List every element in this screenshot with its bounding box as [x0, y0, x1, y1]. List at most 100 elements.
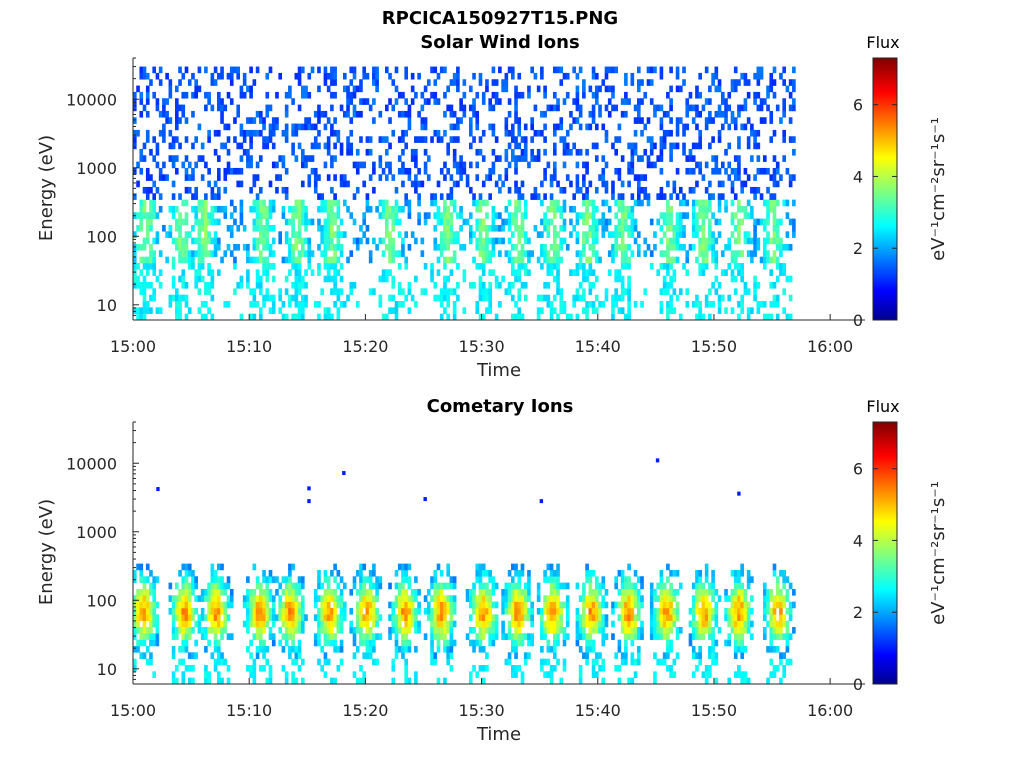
flux-cell — [582, 269, 586, 276]
flux-cell — [523, 237, 528, 245]
flux-cell — [213, 601, 218, 609]
flux-cell — [775, 620, 780, 628]
flux-cell — [384, 161, 389, 169]
flux-cell — [149, 186, 153, 194]
flux-cell — [323, 79, 328, 86]
flux-cell — [727, 607, 732, 615]
flux-cell — [326, 117, 331, 124]
flux-cell — [536, 307, 541, 314]
flux-cell — [236, 104, 241, 112]
flux-cell — [468, 224, 473, 232]
flux-cell — [446, 620, 450, 628]
flux-cell — [317, 576, 321, 583]
flux-cell — [443, 645, 447, 653]
flux-cell — [430, 262, 434, 270]
flux-cell — [527, 161, 531, 169]
flux-cell — [291, 658, 295, 666]
flux-cell — [297, 275, 302, 283]
flux-cell — [443, 677, 447, 685]
flux-cell — [617, 199, 622, 207]
flux-cell — [488, 167, 492, 175]
flux-cell — [611, 243, 615, 251]
flux-cell — [320, 224, 325, 232]
flux-cell — [175, 205, 179, 213]
flux-cell — [627, 180, 631, 188]
flux-cell — [365, 588, 370, 596]
flux-cell — [769, 269, 774, 276]
flux-cell — [178, 275, 182, 283]
flux-cell — [255, 601, 260, 609]
flux-cell — [617, 231, 622, 238]
flux-cell — [733, 155, 738, 162]
flux-cell — [339, 601, 344, 609]
flux-cell — [443, 237, 447, 245]
flux-cell — [559, 626, 564, 634]
flux-cell — [485, 199, 489, 207]
flux-cell — [620, 243, 625, 251]
flux-cell — [184, 614, 189, 621]
flux-cell — [669, 155, 673, 162]
flux-cell — [695, 313, 699, 321]
flux-cell — [430, 199, 434, 207]
flux-cell — [772, 645, 777, 653]
flux-cell — [762, 167, 767, 175]
flux-cell — [523, 262, 528, 270]
flux-cell — [417, 218, 421, 226]
flux-cell — [468, 677, 473, 685]
flux-cell — [614, 136, 618, 143]
flux-cell — [501, 79, 505, 86]
flux-cell — [733, 224, 738, 232]
flux-cell — [136, 243, 140, 251]
flux-cell — [401, 563, 405, 571]
flux-cell — [698, 658, 702, 666]
flux-cell — [636, 85, 641, 93]
flux-cell — [391, 256, 396, 264]
flux-cell — [691, 595, 696, 602]
flux-cell — [662, 262, 667, 270]
flux-cell — [620, 595, 625, 602]
flux-cell — [326, 588, 331, 596]
flux-cell — [249, 671, 253, 678]
flux-cell — [265, 262, 270, 270]
flux-cell — [572, 294, 576, 302]
flux-cell — [779, 626, 783, 634]
flux-cell — [737, 614, 741, 621]
flux-cell — [549, 174, 554, 181]
flux-cell — [766, 595, 770, 602]
flux-cell — [750, 250, 754, 257]
flux-cell — [659, 576, 664, 583]
flux-cell — [746, 313, 751, 321]
flux-cell — [184, 664, 189, 672]
flux-cell — [397, 250, 402, 257]
isolated-point — [539, 499, 544, 504]
flux-cell — [446, 582, 450, 590]
flux-cell — [698, 633, 702, 640]
flux-cell — [624, 601, 628, 609]
flux-cell — [171, 237, 176, 245]
flux-cell — [520, 212, 525, 219]
flux-cell — [397, 205, 402, 213]
flux-cell — [478, 563, 483, 571]
flux-cell — [591, 658, 596, 666]
flux-cell — [378, 136, 383, 143]
flux-cell — [284, 256, 289, 264]
flux-cell — [213, 180, 218, 188]
flux-cell — [213, 569, 218, 577]
flux-cell — [446, 626, 450, 634]
flux-cell — [194, 205, 199, 213]
flux-cell — [659, 658, 664, 666]
flux-cell — [510, 614, 515, 621]
flux-cell — [488, 123, 492, 131]
flux-cell — [675, 72, 680, 80]
flux-cell — [546, 161, 551, 169]
flux-cell — [772, 607, 777, 615]
flux-cell — [627, 294, 631, 302]
flux-cell — [300, 607, 305, 615]
flux-cell — [779, 652, 783, 659]
flux-cell — [317, 262, 321, 270]
flux-cell — [614, 199, 618, 207]
flux-cell — [426, 155, 431, 162]
flux-cell — [559, 607, 564, 615]
flux-cell — [436, 243, 441, 251]
flux-cell — [181, 237, 186, 245]
